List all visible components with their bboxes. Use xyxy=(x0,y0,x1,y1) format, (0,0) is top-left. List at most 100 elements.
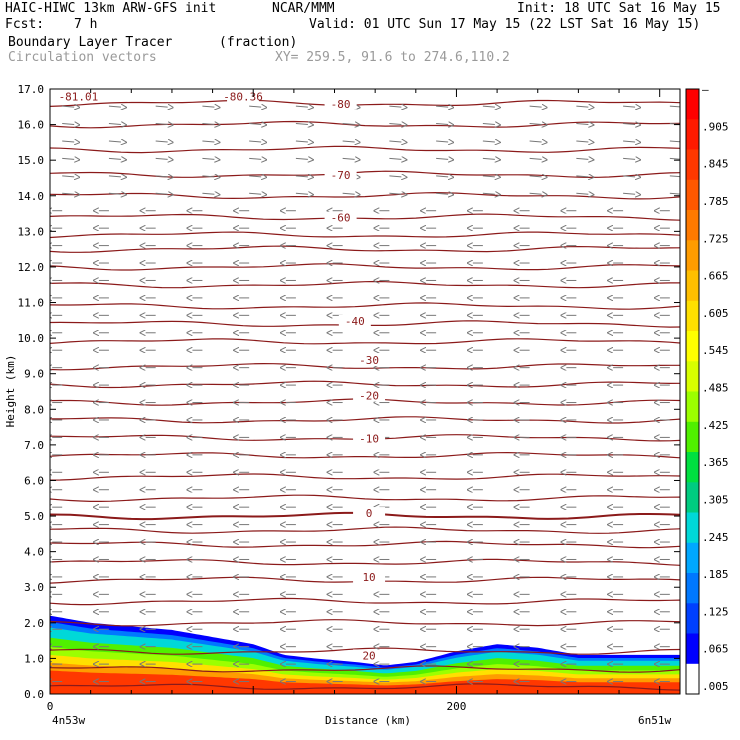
isotherm-line xyxy=(50,245,680,253)
colorbar-label: .305 xyxy=(702,493,729,506)
isotherm-line xyxy=(50,231,680,239)
vector-arrow xyxy=(108,124,121,125)
vector-arrow xyxy=(62,193,74,194)
colorbar-swatch xyxy=(686,452,699,483)
isotherm-label: -80.36 xyxy=(223,91,263,104)
vector-arrow xyxy=(295,176,308,177)
vector-arrow xyxy=(108,193,121,194)
vector-arrow xyxy=(295,124,308,125)
xy-readout: XY= 259.5, 91.6 to 274.6,110.2 xyxy=(275,50,510,65)
vector-arrow xyxy=(623,176,635,177)
valid-time: Valid: 01 UTC Sun 17 May 15 (22 LST Sat … xyxy=(309,17,701,32)
vector-arrow xyxy=(529,106,542,107)
colorbar-swatch xyxy=(686,331,699,362)
vector-arrow xyxy=(529,176,542,177)
isotherm-line xyxy=(50,380,680,389)
isotherm-line xyxy=(50,526,680,534)
y-tick-label: 10.0 xyxy=(18,332,45,345)
colorbar-label: .665 xyxy=(702,270,729,283)
y-axis-label: Height (km) xyxy=(4,355,17,428)
vector-arrow xyxy=(482,141,495,142)
isotherm-line xyxy=(50,494,680,502)
colorbar-swatch xyxy=(686,512,699,544)
colorbar: – .905 .845 .785 .725 .665 .605 .545 .485 .425 .36… xyxy=(685,83,729,695)
vector-arrow xyxy=(155,158,168,159)
vector-arrow xyxy=(623,158,635,159)
x-endpoint-right: 6n51w xyxy=(638,714,671,727)
colorbar-swatch xyxy=(686,603,699,635)
y-axis: 0.0 1.0 2.0 3.0 4.0 5.0 6.0 7.0 8.0 9.0 10.0 11.0 12… xyxy=(18,83,680,701)
colorbar-label: .185 xyxy=(702,568,729,581)
fcst-value: 7 h xyxy=(74,17,98,32)
isotherm-line xyxy=(50,338,680,345)
isotherm-label-bg xyxy=(324,97,357,110)
isotherm-line xyxy=(50,597,680,606)
isotherm-line xyxy=(50,558,680,566)
y-tick-label: 3.0 xyxy=(24,581,44,594)
vector-arrow xyxy=(62,106,74,107)
colorbar-swatch xyxy=(686,391,699,423)
colorbar-swatch xyxy=(686,633,699,665)
vector-arrow xyxy=(576,124,588,125)
vector-arrow xyxy=(249,106,261,107)
vector-arrow xyxy=(108,158,121,159)
isotherm-label: -70 xyxy=(331,169,351,182)
y-tick-label: 0.0 xyxy=(24,688,44,701)
isotherm-labels: -81.01 -80.36 -80 -70 -60 -40 -30 -20 -10 0 10 20 xyxy=(59,90,386,662)
vector-arrow xyxy=(202,124,214,125)
x-axis: 0 200 xyxy=(47,89,661,713)
vector-arrow xyxy=(342,124,355,125)
vector-arrow xyxy=(529,193,542,194)
isotherm-line xyxy=(50,99,680,107)
isotherm-line xyxy=(50,665,680,673)
vector-arrow xyxy=(342,193,355,194)
colorbar-label: .365 xyxy=(702,456,729,469)
vector-arrow xyxy=(576,106,588,107)
colorbar-swatch xyxy=(686,240,699,272)
vector-arrow xyxy=(202,193,214,194)
colorbar-label: .005 xyxy=(702,680,729,693)
y-tick-label: 7.0 xyxy=(24,439,44,452)
vector-arrow xyxy=(576,158,588,159)
isotherm-label-bg xyxy=(353,432,386,445)
plot-frame xyxy=(49,88,681,695)
x-axis-label: Distance (km) xyxy=(325,714,411,727)
vector-arrow xyxy=(62,124,74,125)
vector-arrow xyxy=(155,106,168,107)
isotherm-line xyxy=(50,263,680,271)
vector-arrow xyxy=(529,141,542,142)
isotherm-label: -40 xyxy=(345,315,365,328)
vector-arrow xyxy=(249,124,261,125)
vector-arrow xyxy=(576,141,588,142)
vector-arrow xyxy=(436,193,448,194)
vector-arrow xyxy=(202,106,214,107)
vector-arrow xyxy=(389,158,401,159)
vector-arrow xyxy=(389,193,401,194)
colorbar-label: – xyxy=(702,83,709,96)
y-tick-label: 4.0 xyxy=(24,546,44,559)
y-tick-label: 2.0 xyxy=(24,617,44,630)
tracer-fill xyxy=(50,615,680,694)
vector-arrow xyxy=(108,106,121,107)
isotherm-line xyxy=(50,619,680,627)
vector-arrow xyxy=(295,158,308,159)
vector-arrow xyxy=(482,158,495,159)
vector-arrow xyxy=(155,141,168,142)
isotherm-line xyxy=(50,191,680,200)
y-tick-label: 11.0 xyxy=(18,297,45,310)
vector-arrow xyxy=(155,193,168,194)
vector-arrow xyxy=(295,106,308,107)
isotherm-line xyxy=(50,120,680,129)
colorbar-label: .725 xyxy=(702,232,729,245)
vector-arrow xyxy=(249,158,261,159)
vector-arrow xyxy=(389,176,401,177)
isotherm-line xyxy=(50,213,680,221)
field1-units: (fraction) xyxy=(219,35,298,50)
isotherm-label-bg xyxy=(62,90,95,103)
vector-arrow xyxy=(249,193,261,194)
vector-arrow xyxy=(623,124,635,125)
y-tick-label: 14.0 xyxy=(18,190,45,203)
colorbar-label: .905 xyxy=(702,120,729,133)
vector-arrow xyxy=(202,141,214,142)
x-endpoint-left: 4n53w xyxy=(52,714,85,727)
